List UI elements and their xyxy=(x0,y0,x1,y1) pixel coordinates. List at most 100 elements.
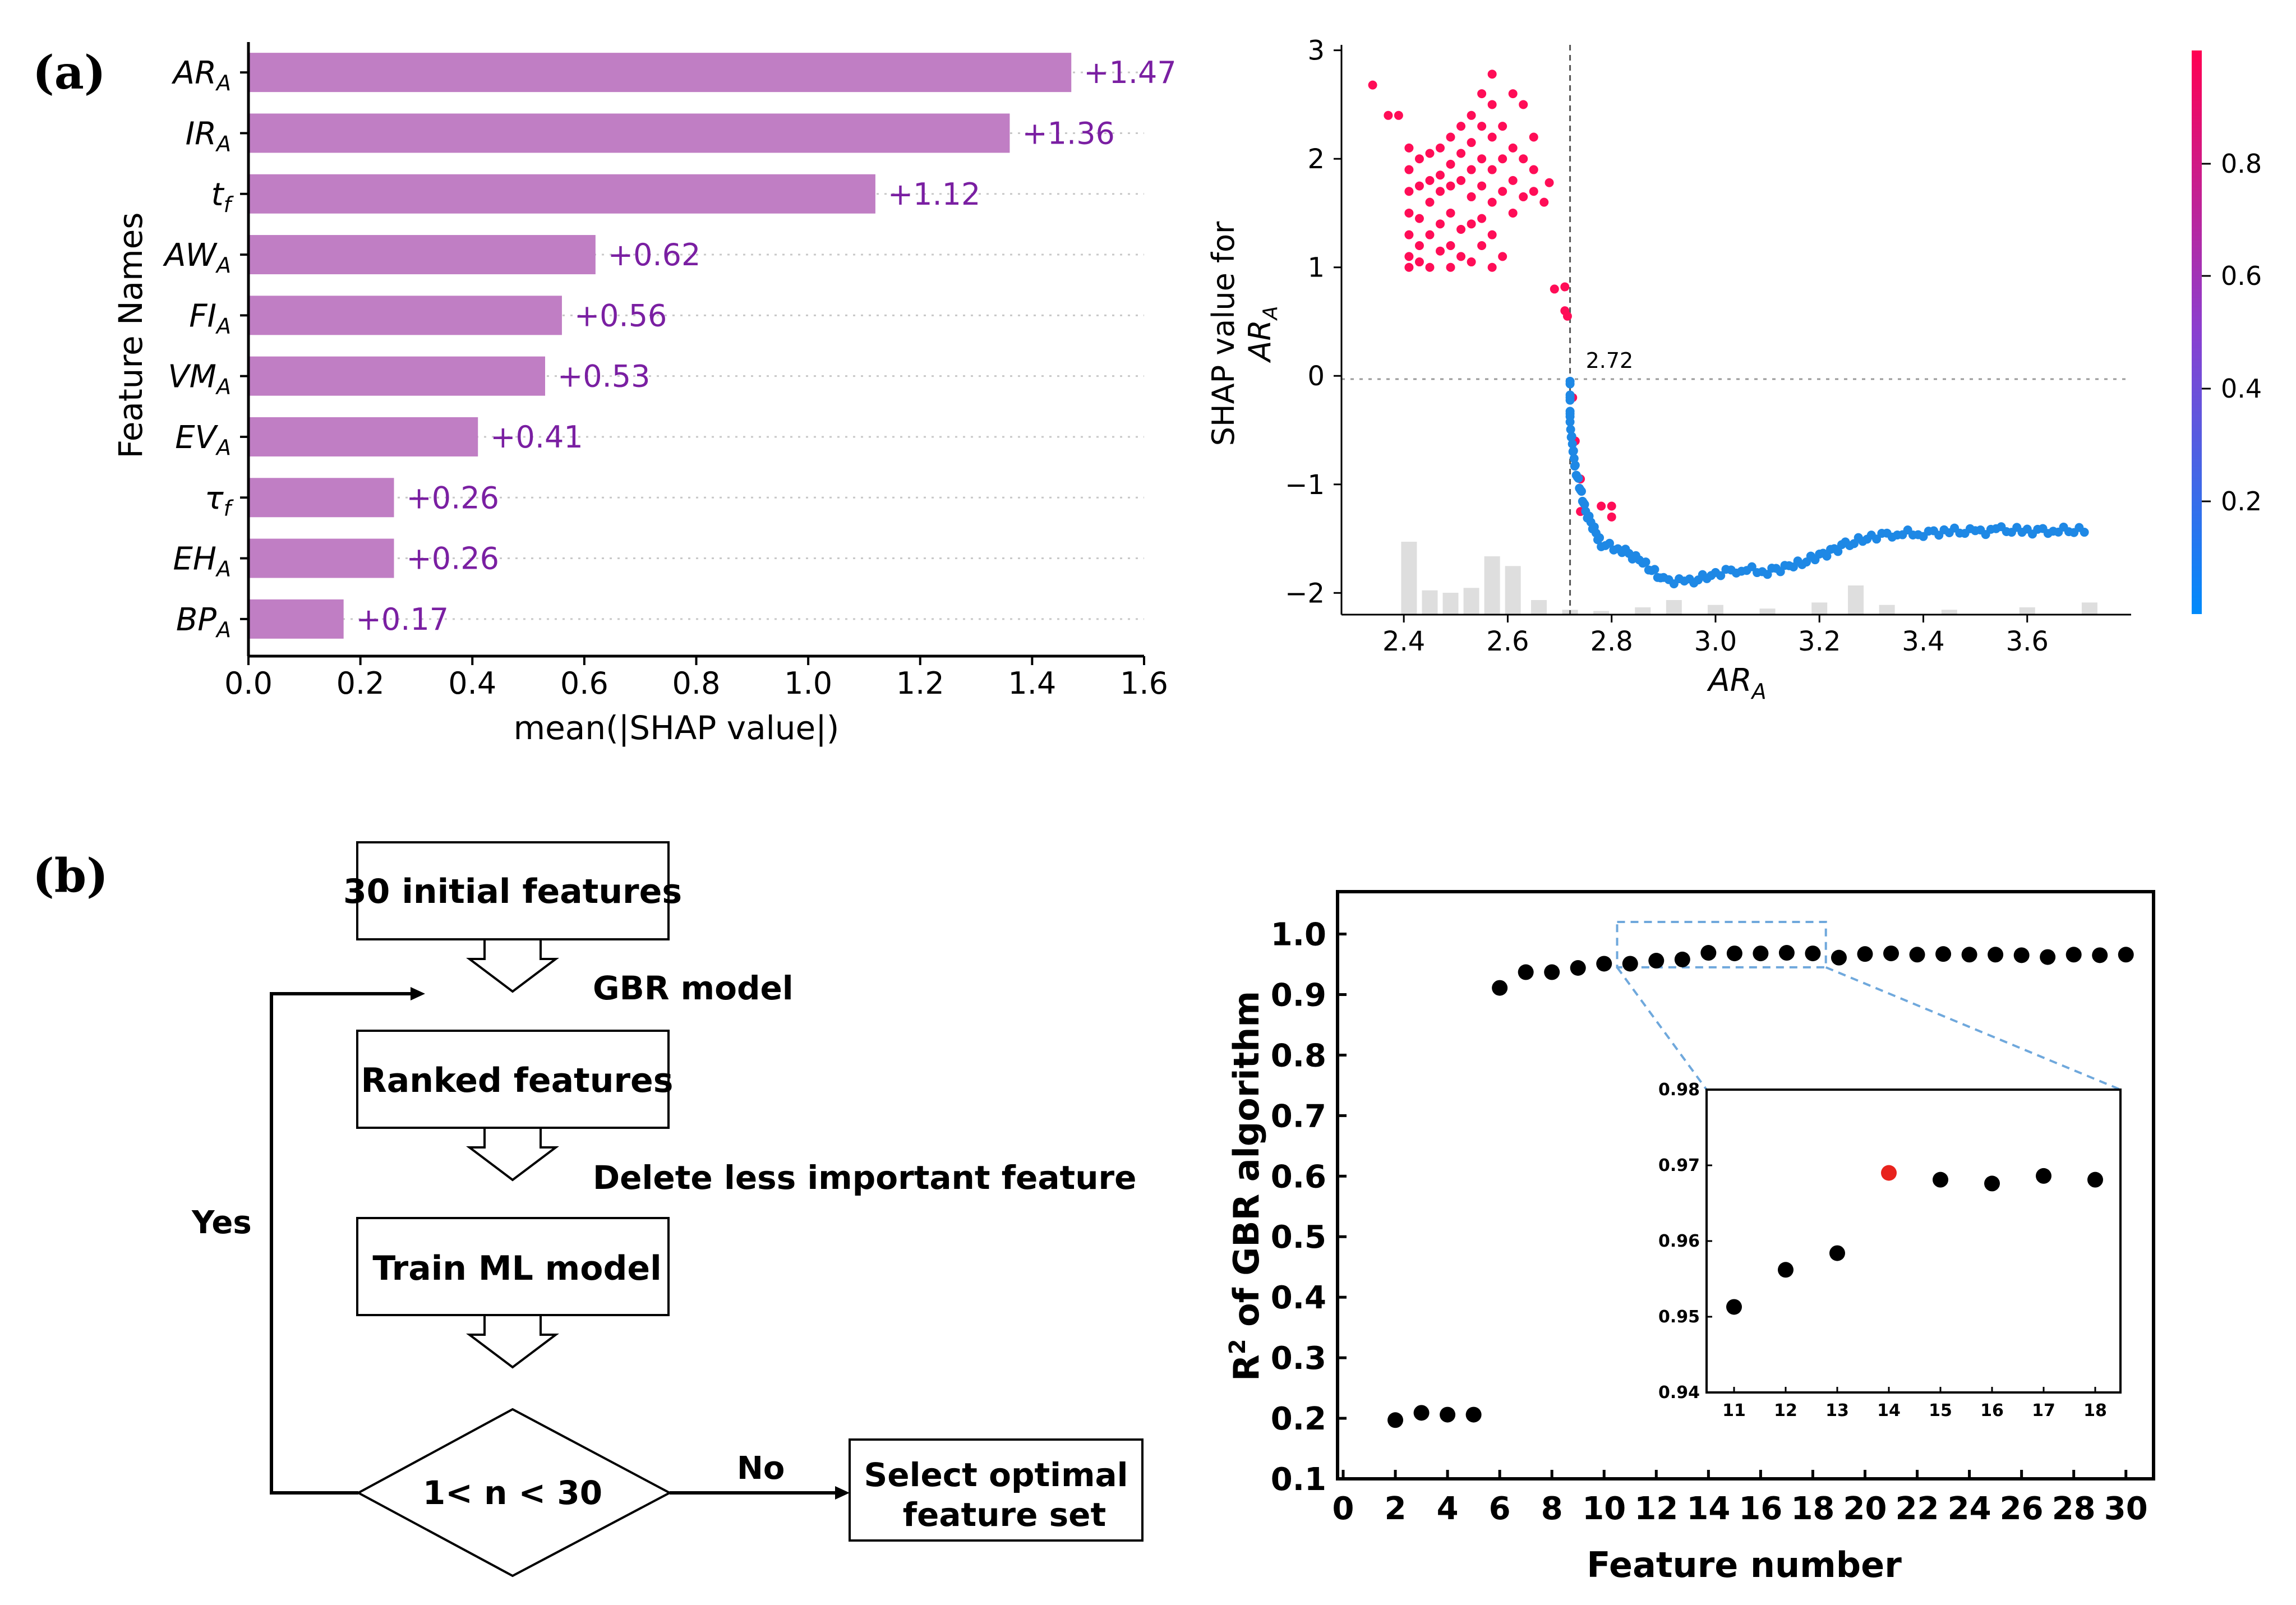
bar-category-label: τf xyxy=(205,480,234,520)
dependence-ticks: 2.4 2.6 2.8 3.0 3.2 3.4 3.6 3 2 1 0 −1 −2 xyxy=(1285,35,2049,657)
bar-value-label: +0.26 xyxy=(407,480,499,515)
bar-gridlines xyxy=(248,71,1144,620)
shap-point-low xyxy=(1605,538,1614,548)
r2-x-tick-label: 22 xyxy=(1896,1491,1939,1527)
shap-point-high xyxy=(1446,132,1455,142)
shap-point-high xyxy=(1477,214,1487,223)
bar-9 xyxy=(248,599,344,639)
shap-point-high xyxy=(1477,154,1487,164)
r2-x-tick-label: 24 xyxy=(1948,1491,1991,1527)
bar-x-tick-label: 1.4 xyxy=(1008,666,1056,701)
shap-point-high xyxy=(1368,80,1377,90)
bar-y-axis-title: Feature Names xyxy=(112,213,150,459)
r2-point xyxy=(1935,946,1952,962)
shap-point-high xyxy=(1519,192,1528,201)
shap-point-high xyxy=(1436,187,1445,196)
shap-point-high xyxy=(1508,143,1518,153)
panel-label-a: (a) xyxy=(33,46,106,100)
shap-point-low xyxy=(1776,567,1785,576)
r2-point xyxy=(1518,964,1534,980)
shap-point-low xyxy=(1833,547,1843,556)
inset-x-tick-label: 16 xyxy=(1980,1401,2004,1420)
inset-ticks: 11 12 13 14 15 16 17 18 0.94 0.95 0.96 0.97 0.98 xyxy=(1658,1080,2107,1420)
r2-y-tick-label: 0.2 xyxy=(1271,1401,1326,1437)
r2-point xyxy=(1413,1405,1430,1421)
shap-point-low xyxy=(1872,534,1882,544)
r2-point xyxy=(1674,951,1690,967)
colorbar-tick-label: 0.6 xyxy=(2221,261,2262,291)
inset-point xyxy=(2087,1172,2103,1188)
dep-x-tick-label: 3.0 xyxy=(1694,626,1737,657)
inset-point xyxy=(1933,1172,1948,1188)
shap-point-high xyxy=(1467,192,1476,201)
shap-point-high xyxy=(1607,512,1616,522)
shap-point-high xyxy=(1477,181,1487,191)
flow-arrow-2 xyxy=(466,1127,559,1182)
inset-y-tick-label: 0.96 xyxy=(1658,1232,1700,1251)
r2-y-tick-label: 0.9 xyxy=(1271,977,1326,1013)
zoom-box xyxy=(1616,920,1827,968)
shap-point-high xyxy=(1456,224,1466,234)
inset-point xyxy=(1778,1262,1794,1278)
bar-3 xyxy=(248,235,596,275)
bar-category-sub: f xyxy=(224,192,234,217)
inset-point xyxy=(1829,1245,1845,1261)
bar-value-label: +1.12 xyxy=(888,177,980,212)
bar-category-label: AWA xyxy=(163,237,231,278)
hist-bar xyxy=(2081,602,2097,615)
hist-bar xyxy=(1442,593,1459,615)
hist-bar xyxy=(1593,611,1610,615)
shap-point-low xyxy=(1569,454,1579,463)
shap-point-high xyxy=(1425,262,1435,272)
bar-4 xyxy=(248,296,562,335)
bar-value-label: +1.47 xyxy=(1084,55,1176,90)
flow-loop-line xyxy=(270,992,412,1495)
bar-marks: +1.47 +1.36 +1.12 +0.62 +0.56 +0.53 +0.41 +0.26… xyxy=(248,53,1177,639)
shap-dependence-scatter: 2.72 2.4 2.6 2.8 3.0 3.2 3.4 3.6 3 2 1 0 −1 −2 ARA S… xyxy=(1206,35,2262,704)
shap-point-high xyxy=(1508,89,1518,99)
shap-point-high xyxy=(1456,252,1466,261)
bar-category-sub: f xyxy=(224,496,234,520)
shap-point-high xyxy=(1498,122,1507,131)
shap-point-low xyxy=(1822,551,1832,561)
shap-point-high xyxy=(1487,70,1497,79)
r2-x-tick-label: 28 xyxy=(2052,1491,2096,1527)
bar-x-tick-label: 0.6 xyxy=(560,666,608,701)
r2-point xyxy=(1465,1406,1482,1423)
r2-point xyxy=(1570,960,1586,976)
bar-value-label: +1.36 xyxy=(1022,116,1114,151)
colorbar xyxy=(2192,50,2202,614)
shap-point-low xyxy=(1567,432,1576,441)
shap-point-high xyxy=(1487,262,1497,272)
bar-category-label: IRA xyxy=(186,116,231,156)
bar-category-sub: A xyxy=(215,71,231,95)
shap-point-high xyxy=(1487,230,1497,239)
shap-point-high xyxy=(1446,241,1455,251)
dep-x-tick-label: 3.6 xyxy=(2006,626,2049,657)
shap-point-high xyxy=(1477,122,1487,131)
inset-points xyxy=(1726,1165,2103,1315)
flow-decision-diamond xyxy=(356,1408,672,1578)
inset-point xyxy=(1726,1299,1742,1315)
flow-label-yes: Yes xyxy=(191,1205,252,1241)
shap-point-high xyxy=(1477,241,1487,251)
shap-point-high xyxy=(1477,89,1487,99)
r2-point xyxy=(1622,956,1638,972)
flow-arrow-1 xyxy=(466,938,559,993)
flow-label-delete-feature: Delete less important feature xyxy=(593,1159,1136,1197)
colorbar-ticks: 0.8 0.6 0.4 0.2 xyxy=(2202,149,2262,516)
bar-category-label: BPA xyxy=(176,602,231,642)
bar-1 xyxy=(248,113,1010,153)
r2-feature-number-scatter: 0 2 4 6 8 10 12 14 16 18 20 22 24 26 28 300.10.20.30.40… xyxy=(1225,890,2155,1585)
r2-y-tick-label: 1.0 xyxy=(1271,917,1326,953)
shap-point-high xyxy=(1404,208,1414,218)
hist-bar xyxy=(1531,600,1547,615)
hist-bar xyxy=(1941,610,1957,615)
inset-x-tick-label: 17 xyxy=(2032,1401,2055,1420)
bar-category-sub: A xyxy=(215,131,231,156)
inset-frame xyxy=(1705,1089,2122,1394)
bar-x-tick-label: 0.4 xyxy=(448,666,496,701)
shap-point-high xyxy=(1404,262,1414,272)
shap-point-high xyxy=(1436,170,1445,180)
